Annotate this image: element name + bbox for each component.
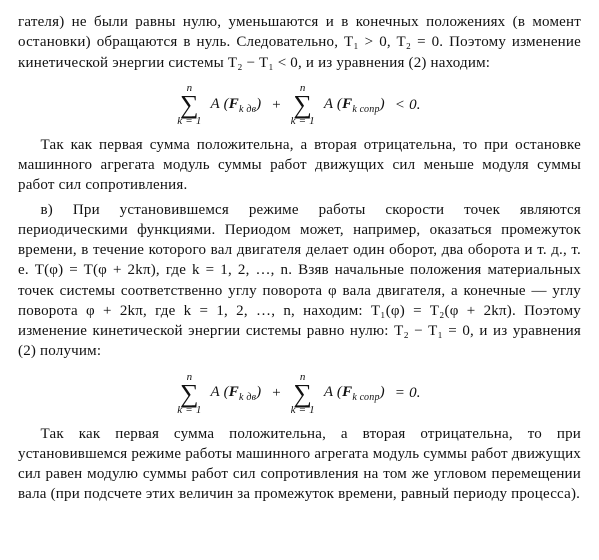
plus-1: +: [268, 95, 284, 115]
sigma-2b: n ∑ k = 1: [291, 372, 315, 416]
sigma-glyph: ∑: [291, 381, 315, 407]
force-symbol: F: [342, 384, 352, 400]
paragraph-2: Так как первая сумма положительна, а вто…: [18, 135, 581, 196]
formula-2: n ∑ k = 1 A (Fk дв) + n ∑ k = 1 A (Fk со…: [18, 372, 581, 416]
force-subscript: k сопр: [352, 104, 379, 115]
page: гателя) не были равны нулю, уменьшаются …: [0, 0, 599, 523]
sigma-2a: n ∑ k = 1: [177, 372, 201, 416]
sum-lower: k = 1: [177, 116, 201, 127]
sum-lower: k = 1: [177, 405, 201, 416]
paragraph-4: Так как первая сумма положительна, а вто…: [18, 424, 581, 505]
paragraph-1: гателя) не были равны нулю, уменьшаются …: [18, 12, 581, 73]
sigma-glyph: ∑: [177, 92, 201, 118]
sigma-glyph: ∑: [177, 381, 201, 407]
force-subscript: k дв: [239, 104, 256, 115]
sigma-glyph: ∑: [291, 92, 315, 118]
term-2b: A (Fk сопр): [321, 382, 388, 405]
sum-lower: k = 1: [291, 116, 315, 127]
force-subscript: k дв: [239, 392, 256, 403]
sigma-1a: n ∑ k = 1: [177, 83, 201, 127]
force-symbol: F: [229, 96, 239, 112]
force-symbol: F: [342, 96, 352, 112]
term-1a: A (Fk дв): [208, 94, 265, 117]
work-symbol: A: [324, 96, 333, 112]
sum-lower: k = 1: [291, 405, 315, 416]
work-symbol: A: [324, 384, 333, 400]
relation-2: = 0.: [392, 383, 424, 403]
relation-1: < 0.: [392, 95, 424, 115]
force-symbol: F: [229, 384, 239, 400]
paragraph-3: в) При установившемся режиме работы скор…: [18, 200, 581, 362]
work-symbol: A: [211, 96, 220, 112]
sigma-1b: n ∑ k = 1: [291, 83, 315, 127]
work-symbol: A: [211, 384, 220, 400]
force-subscript: k сопр: [352, 392, 379, 403]
formula-1: n ∑ k = 1 A (Fk дв) + n ∑ k = 1 A (Fk со…: [18, 83, 581, 127]
term-2a: A (Fk дв): [208, 382, 265, 405]
plus-2: +: [268, 383, 284, 403]
term-1b: A (Fk сопр): [321, 94, 388, 117]
